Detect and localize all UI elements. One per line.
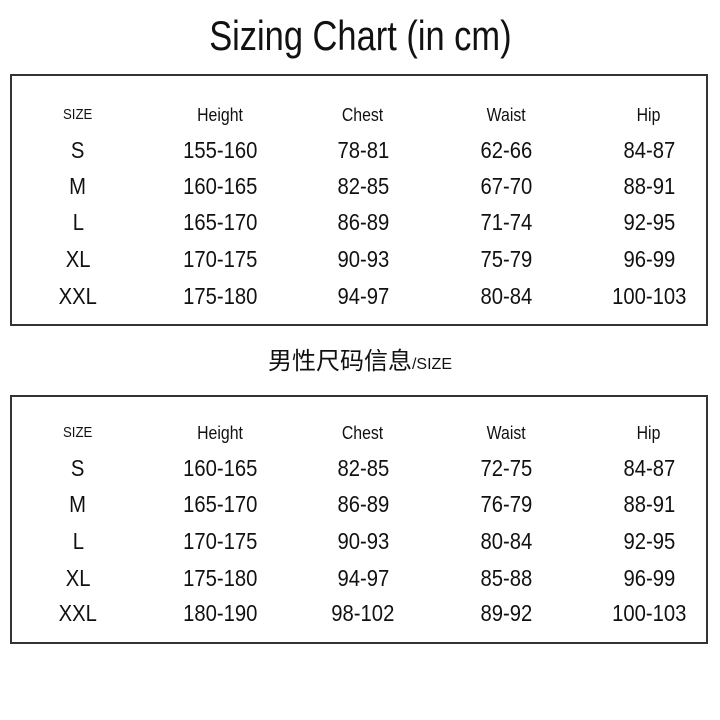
table-cell: XXL <box>58 283 98 309</box>
table-cell: 62-66 <box>480 137 532 163</box>
table-cell: 100-103 <box>611 283 687 309</box>
header-cell: Hip <box>637 105 661 125</box>
table-cell: 90-93 <box>337 246 389 272</box>
table-cell: 94-97 <box>337 565 389 591</box>
header-cell: Waist <box>486 105 526 125</box>
table-cell: 155-160 <box>182 137 258 163</box>
table-cell: 72-75 <box>480 455 532 481</box>
table-cell: 175-180 <box>182 565 258 591</box>
header-cell: SIZE <box>63 424 93 441</box>
table-cell: 175-180 <box>182 283 258 309</box>
table-cell: 89-92 <box>480 600 532 626</box>
table-row: S 160-165 82-85 72-75 84-87 <box>12 453 706 483</box>
table-cell: 86-89 <box>337 209 389 235</box>
size-table-1: SIZE Height Chest Waist Hip S 155-160 78-81 62-6… <box>10 74 708 326</box>
header-cell: SIZE <box>63 106 93 123</box>
table-cell: M <box>69 491 87 517</box>
section-subtitle: 男性尺码信息/SIZE <box>267 348 452 375</box>
table-cell: XL <box>65 246 91 272</box>
table-cell: 82-85 <box>337 455 389 481</box>
table-cell: 88-91 <box>623 491 675 517</box>
table-cell: 84-87 <box>623 455 675 481</box>
header-cell: Hip <box>637 423 661 443</box>
table-cell: 98-102 <box>331 600 395 626</box>
table-cell: 86-89 <box>337 491 389 517</box>
table-row: L 165-170 86-89 71-74 92-95 <box>12 207 706 237</box>
table-row: XL 175-180 94-97 85-88 96-99 <box>12 563 706 593</box>
table-cell: 85-88 <box>480 565 532 591</box>
page-title: Sizing Chart (in cm) <box>208 12 512 59</box>
table-cell: 78-81 <box>337 137 389 163</box>
table-cell: 165-170 <box>182 209 258 235</box>
table-cell: 96-99 <box>623 565 675 591</box>
table-row: XL 170-175 90-93 75-79 96-99 <box>12 244 706 274</box>
table-cell: 75-79 <box>480 246 532 272</box>
table-cell: 92-95 <box>623 528 675 554</box>
table-cell: 160-165 <box>182 455 258 481</box>
table-cell: M <box>69 173 87 199</box>
table-cell: 88-91 <box>623 173 675 199</box>
table-cell: 180-190 <box>182 600 258 626</box>
table-cell: 160-165 <box>182 173 258 199</box>
table-cell: XL <box>65 565 91 591</box>
table-cell: 80-84 <box>480 283 532 309</box>
table-cell: XXL <box>58 600 98 626</box>
header-cell: Chest <box>342 423 384 443</box>
table-cell: 84-87 <box>623 137 675 163</box>
table-cell: S <box>71 455 85 481</box>
table-cell: 170-175 <box>182 528 258 554</box>
header-cell: Height <box>197 105 243 125</box>
table-cell: 90-93 <box>337 528 389 554</box>
header-cell: Chest <box>342 105 384 125</box>
table-cell: 71-74 <box>480 209 532 235</box>
table-cell: S <box>71 137 85 163</box>
table-cell: 170-175 <box>182 246 258 272</box>
header-cell: Waist <box>486 423 526 443</box>
header-cell: Height <box>197 423 243 443</box>
table-header-row: SIZE Height Chest Waist Hip <box>12 418 706 448</box>
table-cell: 96-99 <box>623 246 675 272</box>
table-cell: L <box>72 528 84 554</box>
table-cell: 82-85 <box>337 173 389 199</box>
table-row: M 160-165 82-85 67-70 88-91 <box>12 171 706 201</box>
table-cell: L <box>72 209 84 235</box>
table-cell: 100-103 <box>611 600 687 626</box>
table-cell: 76-79 <box>480 491 532 517</box>
table-row: M 165-170 86-89 76-79 88-91 <box>12 489 706 519</box>
size-table-2: SIZE Height Chest Waist Hip S 160-165 82-85 72-7… <box>10 395 708 644</box>
table-row: S 155-160 78-81 62-66 84-87 <box>12 135 706 165</box>
table-cell: 92-95 <box>623 209 675 235</box>
table-cell: 94-97 <box>337 283 389 309</box>
table-cell: 165-170 <box>182 491 258 517</box>
table-row: XXL 180-190 98-102 89-92 100-103 <box>12 598 706 628</box>
table-cell: 80-84 <box>480 528 532 554</box>
table-row: XXL 175-180 94-97 80-84 100-103 <box>12 281 706 311</box>
table-cell: 67-70 <box>480 173 532 199</box>
table-header-row: SIZE Height Chest Waist Hip <box>12 100 706 130</box>
table-row: L 170-175 90-93 80-84 92-95 <box>12 526 706 556</box>
